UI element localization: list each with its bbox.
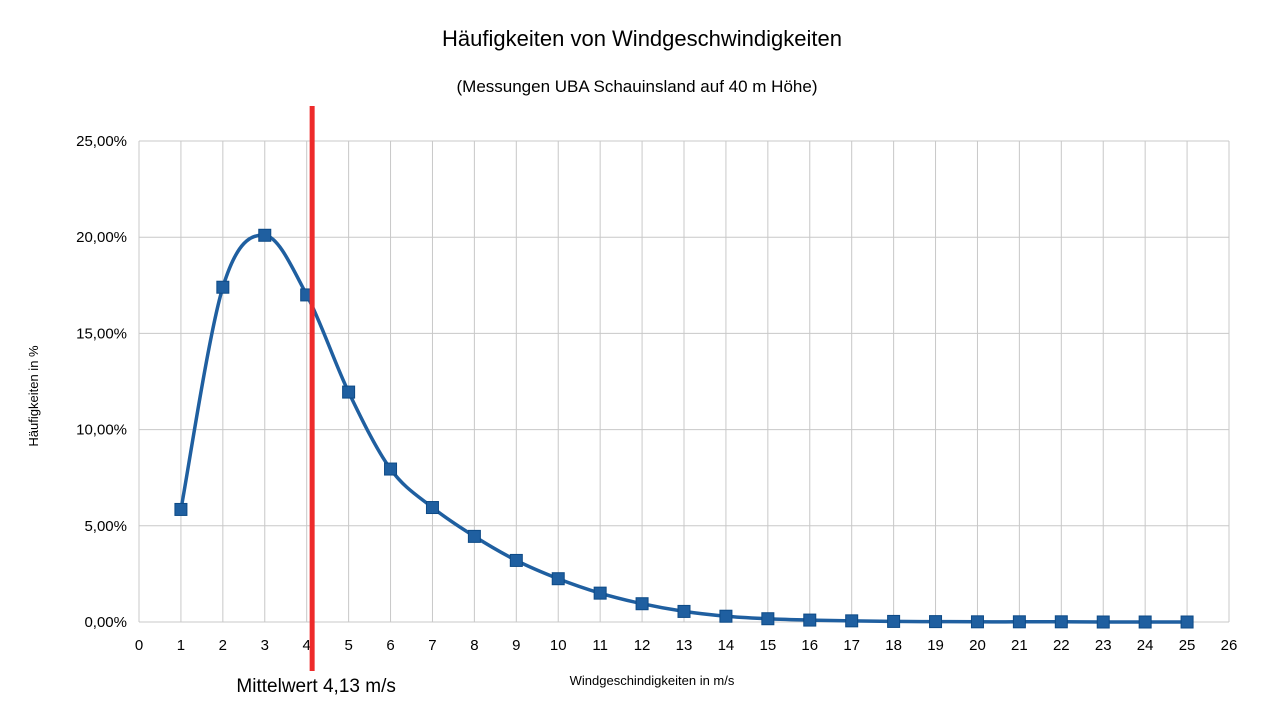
x-tick-label: 10 bbox=[550, 637, 567, 654]
data-point-marker bbox=[551, 572, 565, 586]
x-tick-label: 17 bbox=[843, 637, 860, 654]
chart-title: Häufigkeiten von Windgeschwindigkeiten bbox=[442, 26, 842, 51]
y-tick-label: 20,00% bbox=[76, 229, 127, 246]
x-tick-label: 25 bbox=[1179, 637, 1196, 654]
x-tick-label: 3 bbox=[261, 637, 269, 654]
y-tick-label: 10,00% bbox=[76, 422, 127, 439]
x-tick-label: 19 bbox=[927, 637, 944, 654]
data-point-marker bbox=[970, 615, 984, 629]
data-point-marker bbox=[258, 228, 272, 242]
data-point-marker bbox=[384, 462, 398, 476]
data-point-marker bbox=[425, 501, 439, 515]
x-tick-label: 7 bbox=[428, 637, 436, 654]
data-point-marker bbox=[929, 615, 943, 629]
data-point-marker bbox=[761, 612, 775, 626]
data-point-marker bbox=[1180, 615, 1194, 629]
chart-subtitle: (Messungen UBA Schauinsland auf 40 m Höh… bbox=[456, 77, 818, 96]
data-point-marker bbox=[677, 604, 691, 618]
grid-lines bbox=[138, 140, 1230, 623]
data-point-marker bbox=[467, 529, 481, 543]
data-point-marker bbox=[719, 609, 733, 623]
data-point-marker bbox=[635, 597, 649, 611]
y-axis-label: Häufigkeiten in % bbox=[26, 345, 41, 447]
x-tick-label: 16 bbox=[801, 637, 818, 654]
x-tick-label: 11 bbox=[592, 637, 608, 654]
x-tick-label: 4 bbox=[303, 637, 311, 654]
x-tick-label: 12 bbox=[634, 637, 651, 654]
data-point-marker bbox=[1012, 615, 1026, 629]
data-point-marker bbox=[1096, 615, 1110, 629]
x-tick-label: 26 bbox=[1221, 637, 1238, 654]
data-point-marker bbox=[803, 613, 817, 627]
x-tick-label: 20 bbox=[969, 637, 986, 654]
x-tick-label: 1 bbox=[177, 637, 185, 654]
x-tick-label: 24 bbox=[1137, 637, 1154, 654]
x-tick-label: 13 bbox=[676, 637, 693, 654]
data-point-marker bbox=[174, 502, 188, 516]
data-point-marker bbox=[1054, 615, 1068, 629]
data-point-marker bbox=[845, 614, 859, 628]
data-point-marker bbox=[509, 553, 523, 567]
x-tick-label: 5 bbox=[344, 637, 352, 654]
data-point-marker bbox=[1138, 615, 1152, 629]
y-axis-ticks: 0,00% 5,00% 10,00% 15,00% 20,00% 25,00% bbox=[76, 133, 127, 631]
mean-label: Mittelwert 4,13 m/s bbox=[236, 676, 395, 697]
y-tick-label: 5,00% bbox=[84, 518, 127, 535]
x-axis-ticks: 0 1 2 3 4 5 6 7 8 9 10 11 12 13 14 15 16 17 18 19 20 21 22 23 24… bbox=[135, 637, 1238, 654]
data-point-marker bbox=[216, 280, 230, 294]
x-tick-label: 14 bbox=[718, 637, 735, 654]
y-tick-label: 0,00% bbox=[84, 614, 127, 631]
x-tick-label: 8 bbox=[470, 637, 478, 654]
x-tick-label: 6 bbox=[386, 637, 394, 654]
x-tick-label: 21 bbox=[1011, 637, 1028, 654]
data-point-marker bbox=[593, 586, 607, 600]
x-tick-label: 2 bbox=[219, 637, 227, 654]
data-point-marker bbox=[887, 614, 901, 628]
y-tick-label: 25,00% bbox=[76, 133, 127, 150]
x-tick-label: 18 bbox=[885, 637, 902, 654]
x-tick-label: 23 bbox=[1095, 637, 1112, 654]
mean-annotation: Mittelwert 4,13 m/s bbox=[236, 106, 396, 697]
x-tick-label: 9 bbox=[512, 637, 520, 654]
x-tick-label: 22 bbox=[1053, 637, 1070, 654]
x-tick-label: 0 bbox=[135, 637, 143, 654]
x-tick-label: 15 bbox=[760, 637, 777, 654]
data-point-marker bbox=[342, 385, 356, 399]
y-tick-label: 15,00% bbox=[76, 325, 127, 342]
x-axis-label: Windgeschindigkeiten in m/s bbox=[570, 673, 735, 688]
